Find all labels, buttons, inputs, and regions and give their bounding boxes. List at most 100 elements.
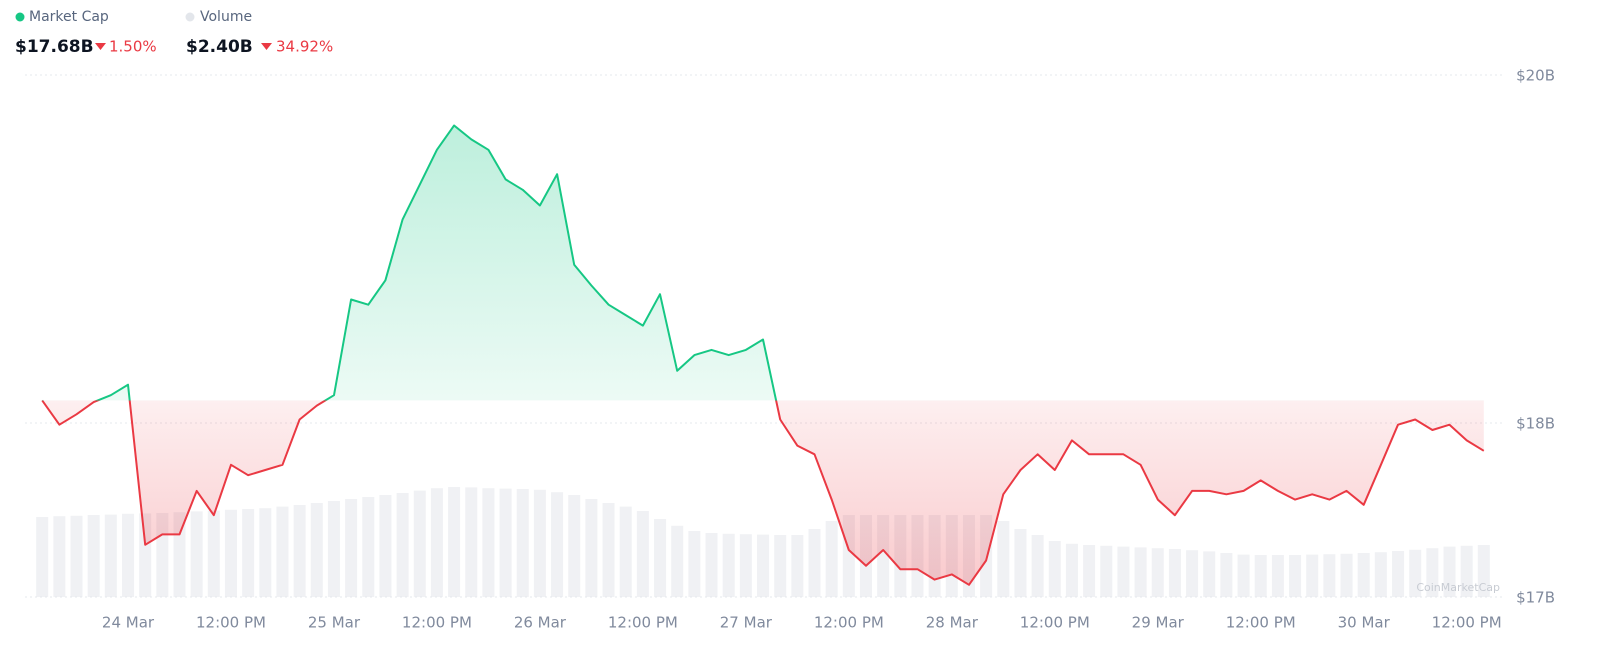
volume-bar bbox=[774, 535, 787, 597]
down-arrow bbox=[261, 43, 272, 50]
volume-bar bbox=[396, 493, 409, 597]
volume-bar bbox=[1254, 555, 1267, 597]
x-tick-label: 12:00 PM bbox=[608, 614, 678, 632]
volume-bar bbox=[1168, 549, 1181, 597]
volume-bar bbox=[671, 525, 684, 597]
volume-bar bbox=[465, 487, 478, 597]
volume-bar bbox=[1100, 545, 1113, 597]
current-value: $2.40B bbox=[186, 37, 253, 57]
volume-bar bbox=[207, 510, 220, 597]
volume-bar bbox=[1460, 545, 1473, 597]
volume-bar bbox=[1357, 553, 1370, 597]
volume-bar bbox=[619, 506, 632, 597]
plot bbox=[41, 124, 1485, 586]
volume-bar bbox=[224, 509, 237, 597]
volume-bar bbox=[70, 515, 83, 597]
x-tick-label: 30 Mar bbox=[1338, 614, 1391, 632]
x-tick-label: 12:00 PM bbox=[814, 614, 884, 632]
x-tick-label: 26 Mar bbox=[514, 614, 567, 632]
volume-bar bbox=[430, 488, 443, 597]
volume-bar bbox=[1151, 548, 1164, 597]
volume-bar bbox=[413, 490, 426, 597]
volume-bar bbox=[1014, 529, 1027, 597]
change: 34.92% bbox=[276, 38, 333, 56]
volume-bar bbox=[499, 488, 512, 597]
volume-bar bbox=[53, 516, 66, 597]
volume-bars bbox=[36, 487, 1490, 597]
legend-dot bbox=[185, 12, 195, 22]
volume-bar bbox=[825, 521, 838, 597]
y-tick-label: $18B bbox=[1516, 415, 1555, 433]
volume-bar bbox=[636, 511, 649, 597]
x-tick-label: 24 Mar bbox=[102, 614, 155, 632]
volume-bar bbox=[1443, 546, 1456, 597]
volume-bar bbox=[551, 492, 564, 597]
volume-bar bbox=[327, 501, 340, 597]
volume-bar bbox=[1340, 553, 1353, 597]
volume-bar bbox=[1237, 554, 1250, 597]
x-tick-label: 29 Mar bbox=[1132, 614, 1185, 632]
volume-bar bbox=[1031, 535, 1044, 597]
x-tick-label: 12:00 PM bbox=[196, 614, 266, 632]
volume-bar bbox=[104, 514, 117, 597]
volume-bar bbox=[1426, 548, 1439, 597]
x-tick-label: 12:00 PM bbox=[402, 614, 472, 632]
line bbox=[41, 124, 1485, 586]
volume-bar bbox=[242, 509, 255, 597]
volume-bar bbox=[791, 535, 804, 597]
x-tick-label: 28 Mar bbox=[926, 614, 979, 632]
volume-bar bbox=[310, 503, 323, 597]
volume-bar bbox=[1271, 555, 1284, 597]
volume-bar bbox=[808, 529, 821, 597]
volume-bar bbox=[654, 519, 667, 597]
volume-bar bbox=[1220, 553, 1233, 597]
axes: $17B $18B $20B 24 Mar 12:00 PM 25 Mar 12:00 PM… bbox=[102, 67, 1555, 632]
x-tick-label: 12:00 PM bbox=[1226, 614, 1296, 632]
volume-bar bbox=[448, 487, 461, 597]
volume-bar bbox=[482, 488, 495, 597]
legend-label[interactable]: Market Cap bbox=[29, 9, 109, 25]
volume-bar bbox=[259, 508, 272, 597]
volume-bar bbox=[722, 533, 735, 597]
volume-bar bbox=[516, 489, 529, 597]
volume-bar bbox=[190, 511, 203, 597]
volume-bar bbox=[1289, 555, 1302, 597]
volume-bar bbox=[121, 513, 135, 597]
volume-bar bbox=[1203, 551, 1216, 597]
volume-bar bbox=[1409, 549, 1422, 597]
volume-bar bbox=[1392, 551, 1405, 597]
volume-bar bbox=[1134, 547, 1147, 597]
volume-bar bbox=[739, 534, 752, 597]
volume-bar bbox=[87, 515, 100, 597]
legend-dot bbox=[15, 12, 25, 22]
volume-bar bbox=[1117, 546, 1130, 597]
volume-bar bbox=[997, 521, 1010, 597]
change: 1.50% bbox=[109, 38, 157, 56]
volume-bar bbox=[688, 531, 701, 597]
volume-bar bbox=[1186, 550, 1199, 597]
legend-label[interactable]: Volume bbox=[200, 9, 252, 25]
watermark: CoinMarketCap bbox=[1416, 581, 1500, 594]
header: Market Cap Volume $17.68B 1.50% $2.40B 3… bbox=[15, 9, 333, 57]
down-arrow bbox=[95, 43, 106, 50]
volume-bar bbox=[362, 497, 375, 597]
volume-bar bbox=[1083, 545, 1096, 597]
volume-bar bbox=[1374, 552, 1387, 597]
x-tick-label: 12:00 PM bbox=[1020, 614, 1090, 632]
volume-bar bbox=[757, 534, 770, 597]
volume-bar bbox=[602, 503, 615, 597]
x-tick-label: 27 Mar bbox=[720, 614, 773, 632]
volume-bar bbox=[568, 495, 581, 597]
volume-bar bbox=[1065, 543, 1078, 597]
volume-bar bbox=[585, 499, 598, 597]
x-tick-label: 25 Mar bbox=[308, 614, 361, 632]
volume-bar bbox=[1477, 545, 1490, 597]
volume-bar bbox=[293, 505, 306, 597]
volume-bar bbox=[1306, 554, 1319, 597]
volume-bar bbox=[345, 499, 358, 597]
area bbox=[42, 125, 1484, 585]
y-tick-label: $20B bbox=[1516, 67, 1555, 85]
volume-bar bbox=[1323, 554, 1336, 597]
current-value: $17.68B bbox=[15, 37, 94, 57]
